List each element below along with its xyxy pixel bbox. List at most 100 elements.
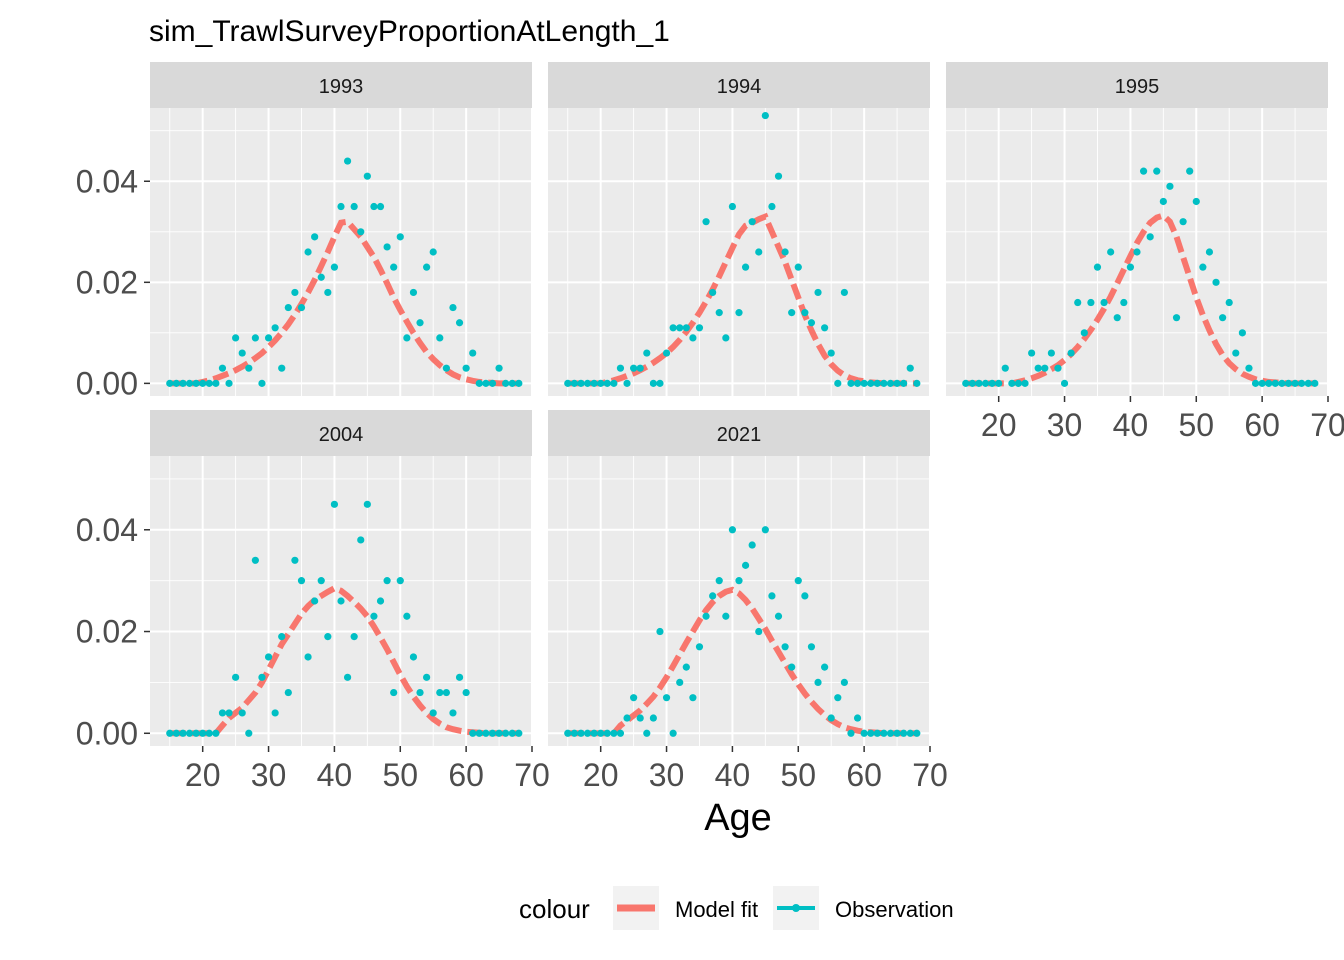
observation-point	[867, 379, 875, 387]
observation-point	[662, 694, 671, 702]
observation-point	[330, 263, 339, 271]
observation-point	[508, 729, 516, 737]
observation-point	[363, 172, 371, 180]
observation-point	[488, 729, 497, 737]
observation-point	[1265, 379, 1273, 387]
observation-point	[968, 379, 976, 387]
observation-point	[192, 379, 200, 387]
x-tick-label: 20	[583, 757, 619, 793]
observation-point	[774, 612, 783, 620]
observation-point	[449, 709, 457, 717]
observation-point	[788, 663, 796, 671]
y-tick-label: 0.00	[76, 715, 138, 751]
observation-point	[495, 364, 503, 372]
observation-point	[1041, 364, 1049, 372]
observation-point	[363, 500, 371, 508]
observation-point	[695, 324, 704, 332]
strip-label-1994: 1994	[717, 76, 762, 98]
observation-point	[370, 612, 378, 620]
observation-point	[643, 729, 651, 737]
observation-point	[906, 364, 914, 372]
observation-point	[761, 111, 769, 120]
observation-point	[1245, 364, 1253, 372]
observation-point	[570, 379, 578, 387]
observation-point	[291, 556, 299, 564]
chart-title: sim_TrawlSurveyProportionAtLength_1	[149, 15, 670, 48]
observation-point	[880, 379, 888, 387]
panel-1993: 1993 0.00 0.02 0.04	[76, 62, 533, 401]
observation-point	[616, 364, 625, 372]
observation-point	[1093, 263, 1102, 271]
observation-point	[900, 379, 908, 387]
x-tick-label: 30	[1047, 407, 1083, 443]
series-model-fit-2004	[169, 585, 519, 737]
observation-point	[603, 379, 611, 387]
observation-point	[278, 364, 286, 372]
observation-point	[337, 202, 345, 211]
observation-point	[442, 364, 450, 372]
observation-point	[748, 541, 756, 549]
observation-point	[1001, 364, 1009, 372]
x-tick-label: 40	[715, 757, 751, 793]
observation-point	[317, 577, 325, 585]
observation-point	[469, 729, 477, 737]
observation-point	[350, 202, 358, 211]
observation-point	[1172, 314, 1181, 322]
observation-point	[603, 729, 611, 737]
observation-point	[995, 379, 1003, 387]
strip-2021	[548, 410, 930, 456]
observation-point	[376, 597, 385, 605]
observation-point	[416, 319, 424, 327]
observation-point	[975, 379, 983, 387]
observation-point	[212, 729, 220, 737]
observation-point	[715, 577, 723, 585]
panel-1994: 1994	[548, 62, 931, 396]
observation-point	[630, 364, 638, 372]
observation-point	[317, 273, 325, 281]
observation-point	[768, 202, 776, 211]
observation-point	[278, 633, 286, 641]
strip-label-2021: 2021	[717, 424, 762, 446]
observation-point	[488, 379, 497, 387]
observation-point	[383, 577, 391, 585]
observation-point	[284, 688, 292, 697]
strip-label-1995: 1995	[1115, 76, 1160, 98]
observation-point	[1060, 379, 1069, 387]
x-tick-label: 20	[981, 407, 1017, 443]
observation-point	[741, 263, 750, 271]
observation-point	[689, 694, 697, 702]
observation-point	[1008, 379, 1016, 387]
observation-point	[761, 526, 769, 534]
observation-point	[185, 729, 194, 737]
observation-point	[768, 592, 776, 600]
observation-point	[610, 379, 618, 387]
observation-point	[847, 729, 855, 737]
observation-point	[1179, 218, 1187, 226]
observation-point	[1014, 379, 1023, 387]
observation-point	[988, 379, 996, 387]
observation-point	[689, 334, 697, 342]
observation-point	[1192, 197, 1200, 206]
panel-2004: 2004 0.00 0.02 0.04 20 30 40 50 60 70	[76, 410, 550, 793]
observation-point	[1212, 278, 1220, 286]
observation-point	[311, 597, 319, 605]
observation-point	[1126, 263, 1135, 271]
observation-point	[515, 729, 523, 737]
observation-point	[1298, 379, 1306, 387]
observation-point	[728, 526, 737, 534]
x-tick-label: 70	[1310, 407, 1344, 443]
observation-point	[669, 324, 677, 332]
observation-point	[847, 379, 855, 387]
observation-point	[702, 612, 710, 620]
observation-point	[205, 379, 213, 387]
observation-point	[370, 202, 378, 211]
observation-point	[1219, 314, 1227, 322]
observation-point	[390, 688, 398, 697]
observation-point	[715, 309, 723, 317]
strip-label-2004: 2004	[319, 424, 364, 446]
observation-point	[774, 172, 783, 180]
panel-bg-1994	[548, 108, 930, 396]
observation-point	[212, 379, 220, 387]
observation-point	[1304, 379, 1312, 387]
